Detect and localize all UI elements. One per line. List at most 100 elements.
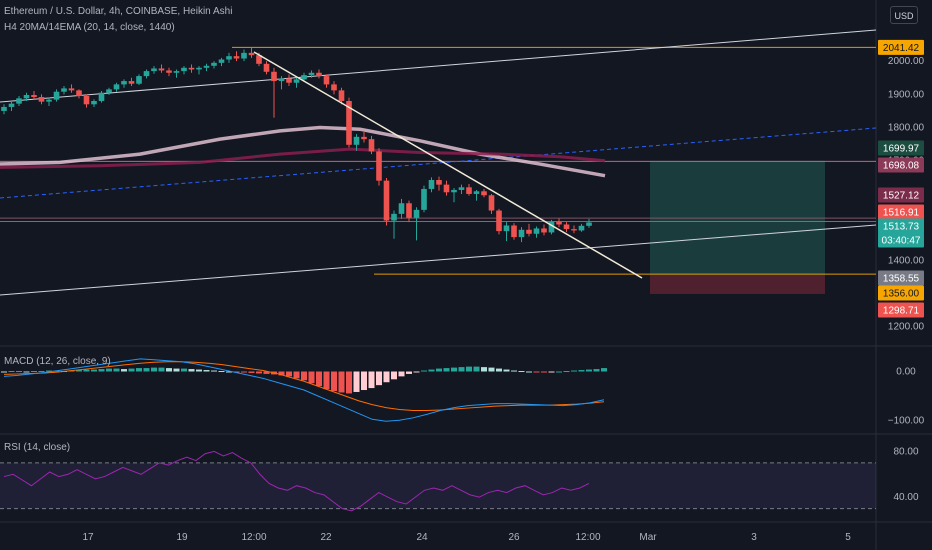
macd-histogram-bar (398, 371, 405, 377)
macd-histogram-bar (488, 367, 495, 372)
time-tick-label: 12:00 (575, 532, 600, 543)
macd-histogram-bar (181, 368, 187, 372)
candle-body (331, 84, 337, 91)
macd-histogram-bar (46, 370, 52, 372)
candle-body (181, 67, 187, 72)
candle-body (511, 225, 517, 238)
macd-histogram-bar (38, 371, 45, 373)
candle-body (91, 100, 97, 105)
macd-histogram-bar (301, 371, 307, 381)
rsi-legend[interactable]: RSI (14, close) (4, 442, 71, 453)
candle-body (398, 203, 405, 214)
macd-histogram-bar (586, 369, 592, 372)
currency-button[interactable]: USD (890, 6, 918, 24)
candle-body (308, 72, 315, 76)
price-axis-badge-label: 1513.73 (883, 222, 920, 233)
candle-body (248, 52, 255, 56)
candle-body (128, 81, 135, 84)
chart-title: Ethereum / U.S. Dollar, 4h, COINBASE, He… (4, 6, 233, 17)
macd-histogram-bar (233, 371, 240, 373)
macd-histogram-bar (361, 371, 367, 391)
macd-histogram-bar (316, 371, 322, 387)
candle-body (458, 187, 465, 190)
macd-tick-label: 0.00 (896, 367, 916, 378)
candle-body (481, 191, 487, 196)
candle-body (226, 56, 232, 60)
price-axis-badge-label: 1356.00 (883, 289, 920, 300)
price-tick-label: 1800.00 (888, 123, 925, 134)
price-tick-label: 1400.00 (888, 255, 925, 266)
candle-body (188, 67, 195, 70)
rsi-band (0, 462, 876, 509)
price-axis-badge (878, 187, 924, 203)
candle-body (46, 99, 52, 102)
macd-histogram-bar (331, 371, 337, 391)
macd-histogram-bar (511, 370, 517, 372)
candle-body (526, 229, 532, 234)
time-tick-label: 3 (751, 532, 757, 543)
candle-body (106, 89, 112, 93)
macd-histogram-bar (218, 371, 225, 373)
time-tick-label: 24 (416, 532, 428, 543)
price-axis-badge-label: 1698.08 (883, 161, 920, 172)
macd-histogram-bar (413, 371, 420, 373)
macd-histogram-bar (308, 371, 315, 384)
macd-legend[interactable]: MACD (12, 26, close, 9) (4, 356, 111, 367)
price-axis-badge (878, 302, 924, 318)
macd-histogram-bar (421, 370, 427, 372)
candle-body (406, 203, 412, 218)
macd-histogram-bar (91, 369, 97, 372)
macd-histogram-bar (391, 371, 397, 380)
candle-body (533, 228, 540, 234)
candle-body (316, 72, 322, 77)
candle-body (563, 224, 570, 230)
candle-body (1, 106, 7, 111)
macd-histogram-bar (601, 368, 607, 372)
candle-body (233, 56, 240, 59)
macd-histogram-bar (451, 367, 457, 372)
time-tick-label: 19 (176, 532, 188, 543)
macd-histogram-bar (136, 368, 142, 372)
macd-histogram-bar (368, 371, 375, 389)
candle-body (518, 229, 525, 238)
indicator-legend[interactable]: H4 20MA/14EMA (20, 14, close, 1440) (4, 22, 175, 33)
candle-body (383, 180, 390, 221)
price-axis-badge-label: 1298.71 (883, 306, 920, 317)
candle-body (68, 88, 75, 91)
macd-histogram-bar (31, 371, 37, 373)
descending-trendline (253, 51, 643, 279)
candle-body (503, 225, 510, 232)
macd-histogram-bar (106, 368, 112, 372)
candle-body (541, 228, 547, 233)
macd-histogram-bar (256, 371, 262, 374)
time-tick-label: 26 (508, 532, 520, 543)
candle-body (83, 96, 90, 105)
rsi-tick-label: 40.00 (893, 492, 918, 503)
macd-histogram-bar (226, 371, 232, 373)
candle-body (16, 98, 22, 104)
macd-histogram-bar (578, 370, 585, 372)
time-tick-label: 17 (82, 532, 94, 543)
macd-histogram-bar (518, 371, 525, 373)
macd-histogram-bar (406, 371, 412, 374)
candle-body (166, 70, 172, 73)
macd-signal-line (3, 361, 605, 411)
price-axis-badge (878, 39, 924, 55)
price-axis-badge-label: 1358.55 (883, 274, 920, 285)
rsi-line (3, 450, 590, 512)
candle-body (53, 91, 60, 100)
macd-histogram-bar (556, 371, 562, 373)
candle-body (338, 90, 345, 101)
rsi-tick-label: 80.00 (893, 446, 918, 457)
candle-body (76, 90, 82, 97)
macd-histogram-bar (286, 371, 292, 377)
candle-body (421, 188, 427, 210)
macd-histogram-bar (263, 371, 270, 374)
candle-body (263, 63, 270, 72)
macd-histogram-bar (151, 367, 157, 372)
candle-body (473, 191, 480, 194)
candle-body (428, 179, 435, 189)
price-axis-badge (878, 157, 924, 173)
macd-histogram-bar (548, 371, 555, 373)
